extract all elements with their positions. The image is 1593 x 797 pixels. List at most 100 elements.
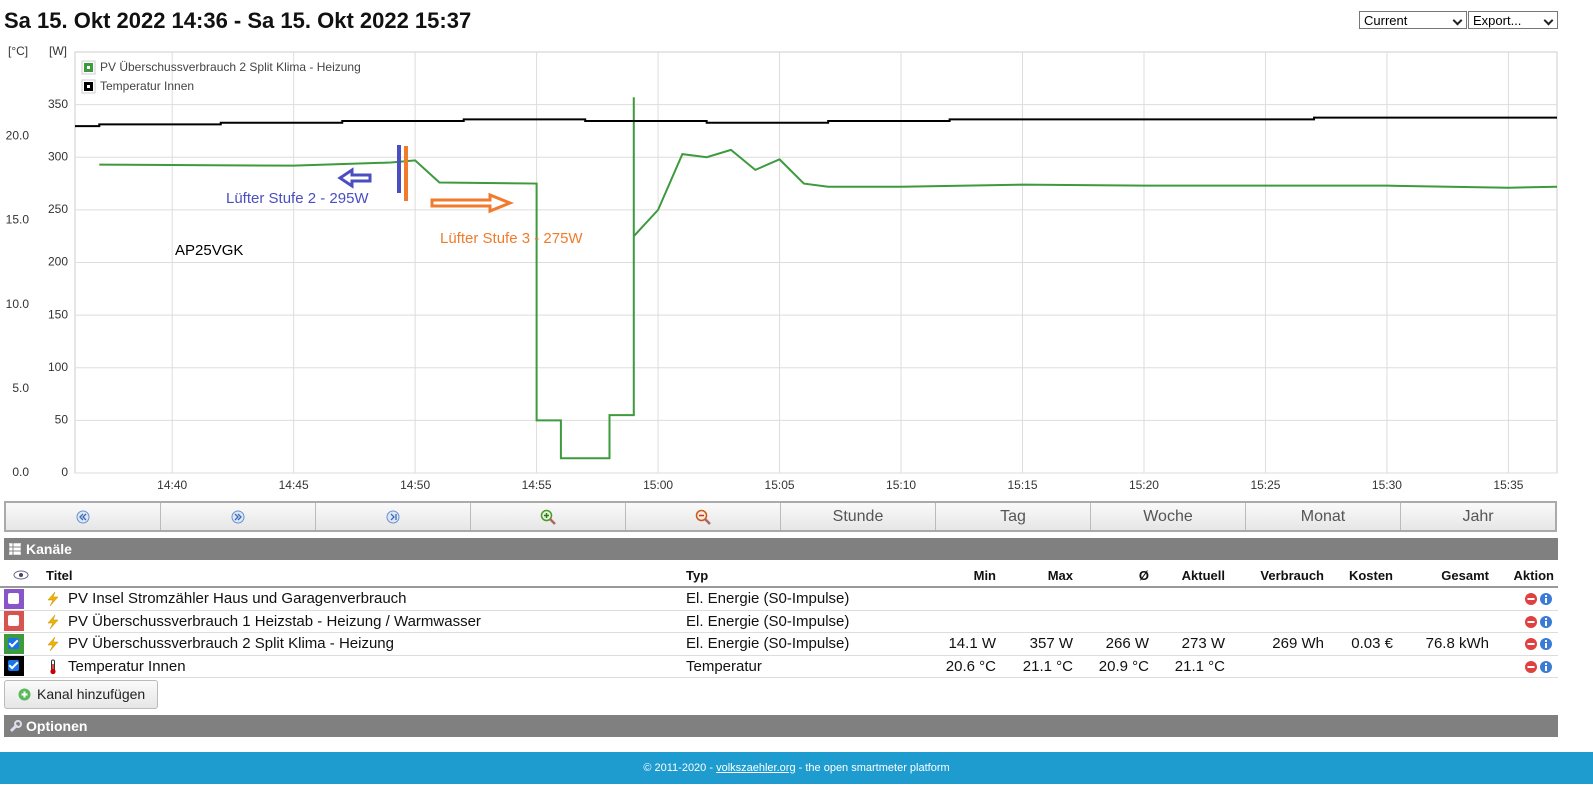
column-header: Verbrauch <box>1229 565 1328 588</box>
legend: PV Überschussverbrauch 2 Split Klima - H… <box>81 60 361 94</box>
copyright: © 2011-2020 - <box>643 762 714 774</box>
checkbox-cell <box>0 610 42 633</box>
column-header: Gesamt <box>1397 565 1493 588</box>
heading-text: Kanäle <box>26 541 72 557</box>
channel-row: PV Insel Stromzähler Haus und Garagenver… <box>0 587 1558 611</box>
channel-row: Temperatur Innen Temperatur 20.6 °C 21.1 °C… <box>0 655 1558 678</box>
title-cell: Temperatur Innen <box>42 655 682 678</box>
channel-checkbox[interactable] <box>4 588 24 609</box>
column-header: Aktuell <box>1153 565 1229 588</box>
action-icons[interactable] <box>1524 592 1554 606</box>
arrow <box>337 167 372 189</box>
type-cell: El. Energie (S0-Impulse) <box>682 587 932 611</box>
min-cell <box>932 610 1000 633</box>
column-header: Titel <box>42 565 682 588</box>
column-header: Aktion <box>1493 565 1558 588</box>
avg-cell <box>1077 610 1153 633</box>
prev-button[interactable] <box>6 503 161 530</box>
type-cell: El. Energie (S0-Impulse) <box>682 632 932 656</box>
footer: © 2011-2020 - volkszaehler.org - the ope… <box>0 752 1593 784</box>
total-value: 76.8 kWh <box>1425 635 1489 653</box>
channel-row: PV Überschussverbrauch 1 Heizstab - Heiz… <box>0 610 1558 633</box>
y2-tick-label: 20.0 <box>6 128 30 142</box>
y-tick-label: 50 <box>55 413 69 427</box>
type-cell: Temperatur <box>682 655 932 678</box>
action-icons[interactable] <box>1524 615 1554 629</box>
x-tick-label: 14:40 <box>157 478 187 492</box>
legend-label: Temperatur Innen <box>100 79 194 93</box>
column-header: Max <box>1000 565 1077 588</box>
range-button[interactable]: Tag <box>936 503 1091 530</box>
current-cell: 273 W <box>1153 632 1229 656</box>
series-line <box>99 97 1558 460</box>
table-body: PV Insel Stromzähler Haus und Garagenver… <box>0 587 1558 678</box>
channel-icon <box>47 637 59 652</box>
annotation: Lüfter Stufe 3 - 275W <box>440 230 583 247</box>
channel-title: PV Überschussverbrauch 1 Heizstab - Heiz… <box>68 612 481 630</box>
column-header: Min <box>932 565 1000 588</box>
channel-title: PV Insel Stromzähler Haus und Garagenver… <box>68 590 407 608</box>
x-tick-label: 15:20 <box>1129 478 1159 492</box>
avg-cell <box>1077 587 1153 611</box>
zoom-in-button[interactable] <box>471 503 626 530</box>
chart: PV Überschussverbrauch 2 Split Klima - H… <box>6 44 1558 492</box>
current-value: 273 W <box>1181 635 1225 653</box>
x-tick-label: 14:45 <box>279 478 309 492</box>
title-cell: PV Überschussverbrauch 2 Split Klima - H… <box>42 632 682 656</box>
y-tick-label: 350 <box>48 97 68 111</box>
visibility-header <box>0 565 42 588</box>
consumption-value: 269 Wh <box>1272 635 1324 653</box>
total-cell <box>1397 587 1493 611</box>
total-cell <box>1397 655 1493 678</box>
options-text: Optionen <box>26 718 88 734</box>
page-title: Sa 15. Okt 2022 14:36 - Sa 15. Okt 2022 … <box>4 8 472 33</box>
range-button[interactable]: Woche <box>1091 503 1246 530</box>
y-tick-label: 0 <box>61 465 68 479</box>
consumption-cell <box>1229 587 1328 611</box>
action-cell <box>1493 655 1558 678</box>
min-cell <box>932 587 1000 611</box>
next-button[interactable] <box>161 503 316 530</box>
legend-swatch-dot <box>87 66 90 69</box>
button-text: Kanal hinzufügen <box>37 686 146 702</box>
y-tick-label: 100 <box>48 360 68 374</box>
arrow <box>430 192 515 214</box>
range-button[interactable]: Monat <box>1246 503 1401 530</box>
current-cell <box>1153 587 1229 611</box>
x-tick-label: 15:25 <box>1250 478 1280 492</box>
range-button[interactable]: Stunde <box>781 503 936 530</box>
footer-link[interactable]: volkszaehler.org <box>716 762 796 774</box>
y-tick-label: 200 <box>48 255 68 269</box>
max-value: 21.1 °C <box>1022 657 1073 675</box>
zoom-out-button[interactable] <box>626 503 781 530</box>
x-tick-label: 15:35 <box>1493 478 1523 492</box>
channels-heading: Kanäle <box>4 538 1558 560</box>
consumption-cell <box>1229 610 1328 633</box>
y2-axis-label: [°C] <box>8 44 28 58</box>
channel-checkbox[interactable] <box>4 656 24 677</box>
x-tick-label: 14:50 <box>400 478 430 492</box>
legend-swatch-dot <box>87 85 90 88</box>
y-tick-label: 250 <box>48 202 68 216</box>
export-select[interactable]: Export... <box>1468 11 1558 29</box>
current-value: 21.1 °C <box>1174 657 1225 675</box>
action-icons[interactable] <box>1524 637 1554 651</box>
title-cell: PV Insel Stromzähler Haus und Garagenver… <box>42 587 682 611</box>
channel-checkbox[interactable] <box>4 633 24 654</box>
cost-cell <box>1328 610 1397 633</box>
y2-tick-label: 10.0 <box>6 297 30 311</box>
range-select[interactable]: Current <box>1359 11 1467 29</box>
now-button[interactable] <box>316 503 471 530</box>
max-value: 357 W <box>1029 635 1073 653</box>
annotation: Lüfter Stufe 2 - 295W <box>226 190 369 207</box>
add-channel-button[interactable]: Kanal hinzufügen <box>4 680 159 709</box>
type-cell: El. Energie (S0-Impulse) <box>682 610 932 633</box>
annotation: AP25VGK <box>175 242 243 259</box>
max-cell: 357 W <box>1000 632 1077 656</box>
column-header: Kosten <box>1328 565 1397 588</box>
channel-checkbox[interactable] <box>4 611 24 632</box>
range-button[interactable]: Jahr <box>1401 503 1555 530</box>
tagline: - the open smartmeter platform <box>798 762 950 774</box>
action-icons[interactable] <box>1524 660 1554 674</box>
options-bar[interactable]: Optionen <box>4 715 1558 737</box>
